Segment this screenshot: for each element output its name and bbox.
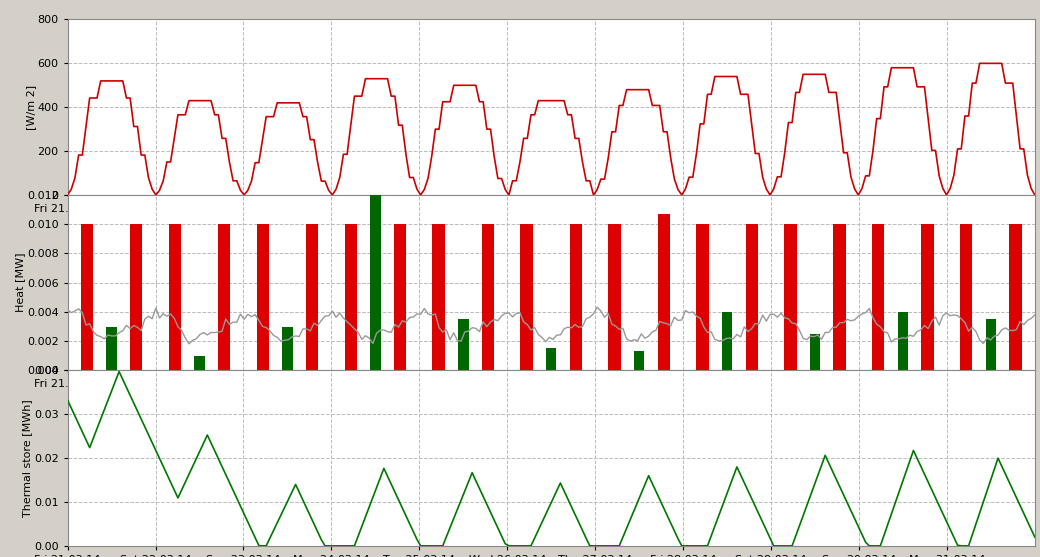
Bar: [873, 224, 884, 370]
Bar: [306, 224, 318, 370]
Bar: [433, 224, 445, 370]
Bar: [257, 224, 269, 370]
Bar: [458, 319, 469, 370]
Bar: [784, 224, 797, 370]
Bar: [344, 224, 357, 370]
Bar: [1009, 224, 1021, 370]
Bar: [697, 224, 708, 370]
Bar: [194, 356, 205, 370]
Bar: [898, 312, 908, 370]
Bar: [282, 326, 292, 370]
Bar: [130, 224, 142, 370]
Bar: [546, 349, 556, 370]
Bar: [833, 224, 846, 370]
Bar: [106, 326, 116, 370]
Bar: [986, 319, 996, 370]
Legend: Global stråling, Ås: Global stråling, Ås: [477, 270, 625, 291]
Bar: [168, 224, 181, 370]
Bar: [657, 214, 670, 370]
Bar: [570, 224, 582, 370]
Bar: [370, 195, 381, 370]
Bar: [482, 224, 494, 370]
Bar: [633, 351, 645, 370]
Bar: [81, 224, 94, 370]
Bar: [722, 312, 732, 370]
Y-axis label: [W/m 2]: [W/m 2]: [26, 85, 36, 130]
Legend: Vedovn med vannkappe, Plan solfanger, Elektrisk kolbe, Heat consumption: Vedovn med vannkappe, Plan solfanger, El…: [287, 451, 815, 470]
Y-axis label: Thermal store [MWh]: Thermal store [MWh]: [23, 399, 32, 517]
Bar: [608, 224, 621, 370]
Bar: [921, 224, 934, 370]
Bar: [746, 224, 758, 370]
Bar: [520, 224, 532, 370]
Bar: [960, 224, 972, 370]
Bar: [394, 224, 406, 370]
Y-axis label: Heat [MW]: Heat [MW]: [16, 253, 25, 312]
Bar: [218, 224, 230, 370]
Bar: [810, 334, 821, 370]
